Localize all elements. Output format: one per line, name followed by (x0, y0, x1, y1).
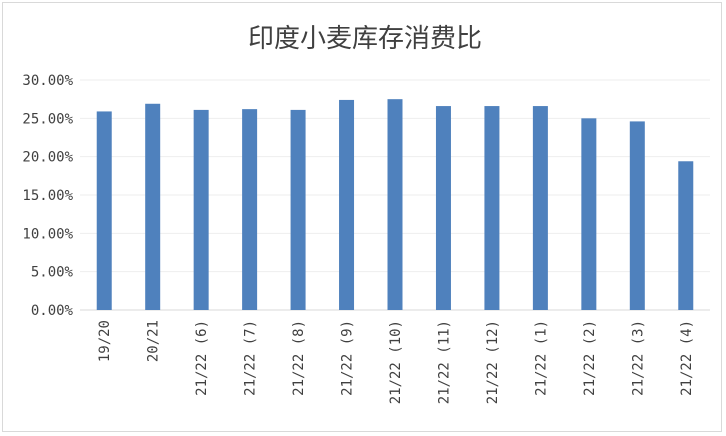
bar (678, 161, 694, 310)
x-tick-label: 21/22 (9) (340, 320, 356, 396)
bar (484, 106, 500, 310)
bar (290, 109, 306, 311)
x-tick-label: 21/22 (7) (243, 320, 259, 396)
x-tick-label: 21/22 (6) (194, 320, 210, 396)
bar (387, 99, 403, 311)
y-tick-label: 30.00% (22, 73, 73, 89)
bar (581, 118, 597, 310)
x-tick-label: 21/22 (2) (582, 320, 598, 396)
bars (96, 99, 694, 311)
x-tick-label: 21/22 (11) (436, 320, 452, 404)
bar (532, 106, 548, 310)
bar (242, 109, 258, 310)
bar (629, 121, 645, 311)
bar (435, 106, 451, 310)
x-tick-label: 19/20 (97, 320, 113, 362)
x-axis-labels: 19/20 20/21 21/22 (6) 21/22 (7) 21/22 (8) 21/… (97, 320, 695, 404)
y-tick-label: 25.00% (22, 111, 73, 127)
bar (339, 99, 355, 310)
chart-frame: 印度小麦库存消费比 0.00% 5.00% 10.00% 15.00% 20.00% 25… (2, 2, 722, 432)
y-tick-label: 10.00% (22, 226, 73, 242)
x-tick-label: 20/21 (146, 320, 162, 362)
bar-chart: 印度小麦库存消费比 0.00% 5.00% 10.00% 15.00% 20.00% 25… (22, 24, 710, 404)
x-tick-label: 21/22 (12) (485, 320, 501, 404)
y-tick-label: 20.00% (22, 150, 73, 166)
x-tick-label: 21/22 (1) (533, 320, 549, 396)
bar (193, 109, 209, 311)
bar (145, 103, 161, 311)
bar (96, 111, 112, 310)
y-axis-ticks: 0.00% 5.00% 10.00% 15.00% 20.00% 25.00% 30.00% (22, 73, 73, 319)
x-tick-label: 21/22 (4) (679, 320, 695, 396)
y-tick-label: 0.00% (31, 303, 74, 319)
x-tick-label: 21/22 (3) (630, 320, 646, 396)
y-tick-label: 15.00% (22, 188, 73, 204)
chart-title: 印度小麦库存消费比 (248, 24, 482, 54)
x-tick-label: 21/22 (8) (291, 320, 307, 396)
y-tick-label: 5.00% (31, 265, 74, 281)
x-tick-label: 21/22 (10) (388, 320, 404, 404)
